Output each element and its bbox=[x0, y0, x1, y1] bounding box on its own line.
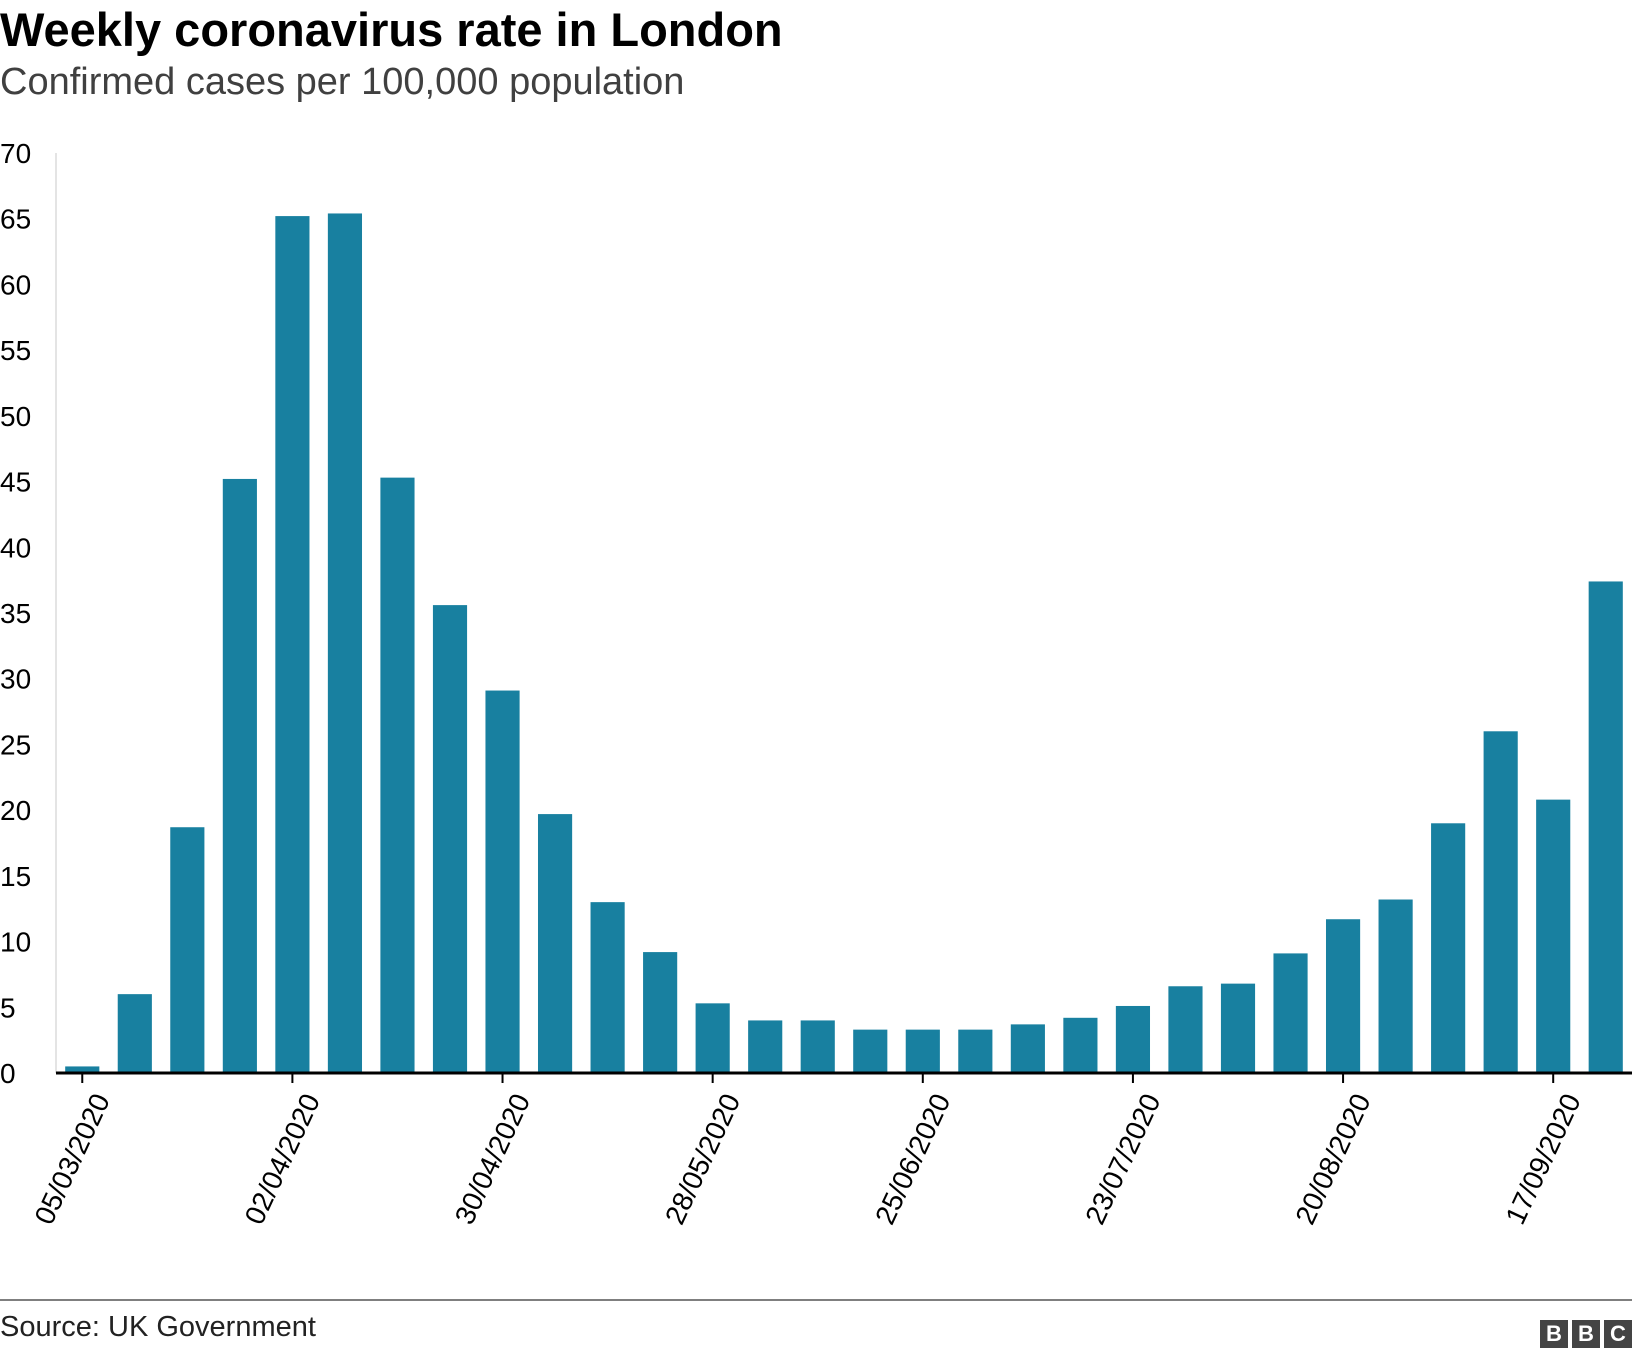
bar bbox=[65, 1066, 100, 1073]
bar bbox=[748, 1020, 783, 1073]
bar bbox=[853, 1029, 888, 1073]
bar bbox=[170, 827, 205, 1073]
x-tick-label: 17/09/2020 bbox=[1499, 1089, 1586, 1229]
y-tick-label: 70 bbox=[0, 138, 31, 169]
bar bbox=[1431, 823, 1466, 1073]
bar bbox=[1378, 899, 1413, 1073]
y-tick-label: 50 bbox=[0, 401, 31, 432]
bar bbox=[380, 477, 415, 1073]
bar bbox=[1536, 799, 1571, 1073]
y-tick-label: 5 bbox=[0, 992, 16, 1023]
chart-title: Weekly coronavirus rate in London bbox=[0, 3, 783, 56]
bars bbox=[65, 213, 1623, 1074]
y-tick-label: 35 bbox=[0, 598, 31, 629]
x-tick-label: 05/03/2020 bbox=[29, 1089, 116, 1229]
y-tick-label: 40 bbox=[0, 532, 31, 563]
logo-letter-c: C bbox=[1604, 1320, 1632, 1348]
bbc-logo: B B C bbox=[1540, 1320, 1632, 1348]
bar bbox=[222, 478, 257, 1073]
bar bbox=[537, 814, 573, 1073]
logo-letter-b1: B bbox=[1540, 1320, 1568, 1348]
footer-divider bbox=[0, 1299, 1632, 1301]
y-tick-label: 60 bbox=[0, 269, 31, 300]
bar bbox=[1115, 1005, 1151, 1073]
bar bbox=[1588, 581, 1623, 1073]
x-axis-ticks: 05/03/2020 02/04/2020 30/04/2020 28/05/2020… bbox=[29, 1073, 1587, 1229]
bar bbox=[1325, 919, 1361, 1073]
x-tick-label: 30/04/2020 bbox=[449, 1089, 536, 1229]
bar bbox=[485, 690, 520, 1073]
x-tick-label: 28/05/2020 bbox=[659, 1089, 746, 1229]
bar bbox=[275, 216, 310, 1074]
bar bbox=[327, 213, 363, 1074]
bar bbox=[905, 1029, 940, 1073]
bar bbox=[643, 952, 678, 1073]
bar bbox=[1168, 986, 1203, 1073]
chart-subtitle: Confirmed cases per 100,000 population bbox=[0, 61, 685, 103]
x-tick-label: 02/04/2020 bbox=[239, 1089, 326, 1229]
bar bbox=[1063, 1017, 1098, 1073]
bar bbox=[695, 1003, 730, 1073]
y-tick-label: 25 bbox=[0, 729, 31, 760]
x-tick-label: 25/06/2020 bbox=[869, 1089, 956, 1229]
y-tick-label: 15 bbox=[0, 861, 31, 892]
y-axis-ticks: 0 5 10 15 20 25 30 35 40 45 50 55 60 65 70 bbox=[0, 138, 31, 1089]
x-tick-label: 20/08/2020 bbox=[1289, 1089, 1376, 1229]
bar bbox=[432, 605, 468, 1073]
bar bbox=[590, 902, 625, 1073]
logo-letter-b2: B bbox=[1572, 1320, 1600, 1348]
y-tick-label: 45 bbox=[0, 467, 31, 498]
x-tick-label: 23/07/2020 bbox=[1079, 1089, 1166, 1229]
y-tick-label: 55 bbox=[0, 335, 31, 366]
y-tick-label: 10 bbox=[0, 927, 31, 958]
bar bbox=[1273, 953, 1308, 1073]
bar bbox=[1220, 983, 1256, 1073]
bar bbox=[1010, 1024, 1045, 1073]
source-note: Source: UK Government bbox=[0, 1311, 316, 1343]
bar bbox=[117, 994, 152, 1073]
y-tick-label: 0 bbox=[0, 1058, 16, 1089]
bar bbox=[1483, 731, 1518, 1073]
bar bbox=[958, 1029, 993, 1073]
y-tick-label: 30 bbox=[0, 664, 31, 695]
y-tick-label: 20 bbox=[0, 795, 31, 826]
y-tick-label: 65 bbox=[0, 204, 31, 235]
bar bbox=[800, 1020, 835, 1073]
